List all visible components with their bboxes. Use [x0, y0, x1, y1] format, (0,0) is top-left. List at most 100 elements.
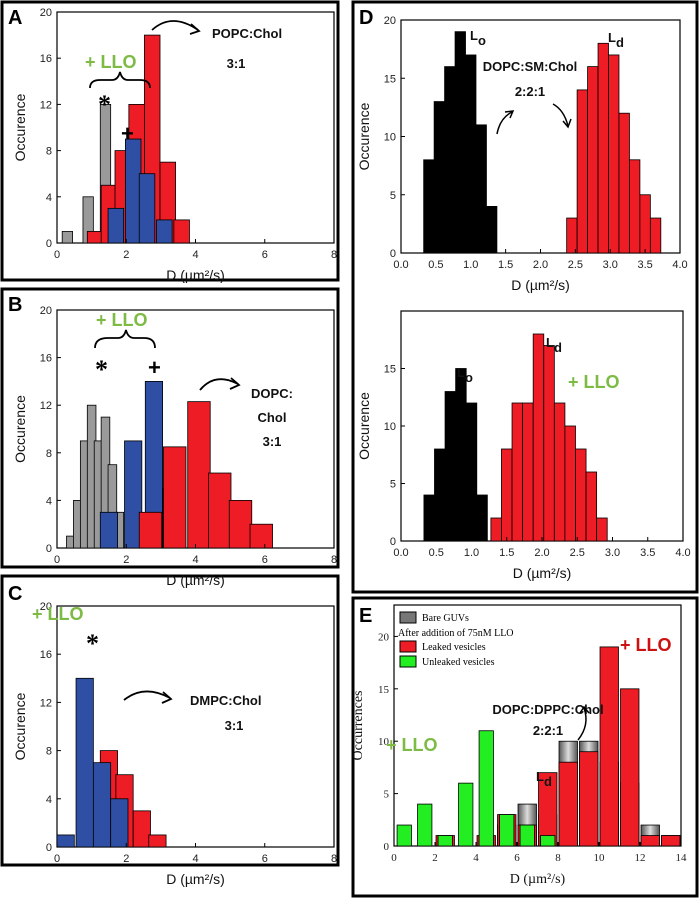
ytick-label-B-1: 4: [46, 495, 52, 507]
panel-e-ld: Ld: [536, 769, 552, 789]
bar-D-bottom-ld-6: [553, 402, 566, 542]
panel-a-star: *: [98, 90, 111, 119]
ytick-label-D-bottom-3: 15: [384, 364, 396, 376]
bar-D-top-lo-4: [465, 54, 477, 254]
xtick-label-D-top-3: 1.5: [498, 259, 513, 271]
ytick-label-C-3: 12: [40, 697, 52, 709]
ytick-label-E-1: 5: [384, 789, 390, 801]
yaxis-label-C: Occurence: [12, 692, 28, 760]
bar-D-bottom-lo-3: [455, 368, 467, 542]
chart-c: 0 4 8 12 16 20 0 2 4 6 8 D (µm²/s) Occurence: [12, 601, 337, 887]
chart-a: 0 4 8 12 16 20 0 2 4 6 8 D (µm²/s) Occurence: [12, 7, 337, 283]
ytick-label-E-0: 0: [384, 841, 390, 853]
ytick-label-A-1: 4: [46, 192, 52, 204]
panel-e-frame: [351, 596, 699, 898]
ytick-label-D-top-3: 15: [384, 73, 396, 85]
ytick-label-E-3: 15: [378, 684, 390, 696]
bar-D-top-ld-7: [639, 194, 651, 254]
bar-D-top-lo-1: [433, 101, 445, 254]
ytick-label-D-bottom-1: 5: [390, 479, 396, 491]
bar-B-red-2: [187, 401, 211, 549]
chart-d-top: 0 5 10 15 20 0.0 0.5 1.0 1.5 2.0 2.5 3.0 3.5 4.0 D (µm…: [356, 15, 688, 293]
ytick-label-B-5: 20: [40, 305, 52, 317]
panel-d-arrowhead-left: [504, 110, 515, 119]
panel-c-lipid-line1: DMPC:Chol: [190, 693, 262, 708]
bar-A-gray-0: [61, 231, 73, 244]
bar-D-bottom-ld-10: [596, 517, 608, 542]
panel-e-lipid-line1: DOPC:DPPC:Chol: [492, 702, 603, 717]
panel-b-brace: [94, 329, 156, 349]
xtick-label-A-1: 2: [123, 249, 129, 261]
ytick-label-D-top-0: 0: [390, 248, 396, 260]
panel-d-top-ld: Ld: [608, 30, 624, 50]
panel-c-arrowhead: [161, 691, 173, 704]
xtick-label-E-2: 4: [473, 852, 479, 864]
bar-E-leaked-vesicles-5: [558, 761, 578, 847]
panel-a-brace: [89, 71, 151, 89]
panel-e-arrow: [577, 707, 587, 741]
bar-D-top-ld-6: [629, 159, 641, 254]
legend-swatch-leaked: [399, 640, 417, 653]
bar-E-leaked-vesicles-8: [620, 688, 640, 847]
bar-B-red-0: [138, 511, 163, 549]
ytick-label-E-4: 20: [378, 631, 390, 643]
panel-a-lipid-line2: 3:1: [227, 56, 246, 71]
panel-b-lipid-line2: Chol: [258, 410, 287, 425]
bar-B-red-5: [249, 523, 273, 549]
chart-d-bottom: 0 5 10 15 0.0 0.5 1.0 1.5 2.0 2.5 3.0 3.5 4.0 D (µm²/…: [356, 310, 691, 581]
ytick-label-D-top-1: 5: [390, 190, 396, 202]
panel-e-label: E: [359, 605, 372, 627]
yaxis-label-B: Occurence: [12, 395, 28, 463]
xaxis-label-E: D (µm²/s): [510, 872, 566, 887]
ytick-label-B-3: 12: [40, 400, 52, 412]
bar-D-bottom-lo-4: [465, 402, 478, 542]
panel-e-llo-green: + LLO: [386, 735, 438, 755]
xtick-label-D-bottom-0: 0.0: [393, 547, 408, 559]
ytick-label-D-bottom-2: 10: [384, 421, 396, 433]
panel-b-frame: [0, 287, 340, 569]
bar-D-top-ld-0: [566, 217, 578, 254]
bar-E-unleaked-vesicles-0: [396, 824, 412, 847]
panel-e-legend: Bare GUVs After addition of 75nM LLO Lea…: [398, 611, 514, 668]
ytick-label-A-5: 20: [40, 7, 52, 19]
panel-d-bottom-llo: + LLO: [568, 372, 620, 392]
xtick-label-C-4: 8: [331, 853, 337, 865]
xtick-label-D-bottom-4: 2.0: [534, 547, 549, 559]
panel-a-lipid-line1: POPC:Chol: [212, 26, 282, 41]
bar-D-bottom-lo-2: [444, 391, 457, 542]
xtick-label-A-3: 6: [262, 249, 268, 261]
bar-E-unleaked-vesicles-3: [458, 782, 474, 847]
bar-D-bottom-ld-1: [501, 448, 513, 542]
panel-d-top-lo: Lo: [470, 28, 486, 48]
legend-label-bare: Bare GUVs: [422, 613, 469, 624]
bar-A-blue-2: [138, 173, 156, 244]
bar-D-bottom-ld-5: [543, 345, 555, 542]
bar-B-blue-0: [99, 511, 118, 549]
bar-B-blue-1: [124, 440, 143, 549]
bar-E-leaked-vesicles-10: [661, 835, 681, 847]
bar-D-bottom-lo-1: [434, 448, 446, 542]
xaxis-label-D-top: D (µm²/s): [511, 277, 570, 293]
xtick-label-D-bottom-6: 3.0: [605, 547, 620, 559]
bar-B-red-4: [228, 499, 253, 549]
bar-D-top-ld-4: [608, 54, 620, 254]
xtick-label-C-2: 4: [192, 853, 198, 865]
bar-E-unleaked-vesicles-6: [519, 824, 535, 847]
panel-c-star: *: [86, 629, 99, 658]
bar-E-leaked-vesicles-6: [579, 751, 599, 847]
xtick-label-D-top-6: 3.0: [603, 259, 618, 271]
bar-D-bottom-ld-4: [532, 333, 545, 542]
panel-b-lipid-line1: DOPC:: [251, 386, 293, 401]
bar-C-blue-2: [92, 762, 112, 848]
bar-A-blue-3: [156, 219, 173, 244]
bar-E-unleaked-vesicles-4: [478, 730, 494, 847]
ytick-label-A-0: 0: [46, 238, 52, 250]
xtick-label-E-0: 0: [391, 852, 397, 864]
panel-d-frame: [351, 0, 699, 594]
xtick-label-B-0: 0: [54, 554, 60, 566]
xtick-label-D-top-1: 0.5: [428, 259, 443, 271]
legend-label-leaked: Leaked vesicles: [422, 642, 486, 653]
panel-b-arrow: [199, 378, 239, 391]
bar-D-bottom-lo-0: [423, 494, 435, 542]
